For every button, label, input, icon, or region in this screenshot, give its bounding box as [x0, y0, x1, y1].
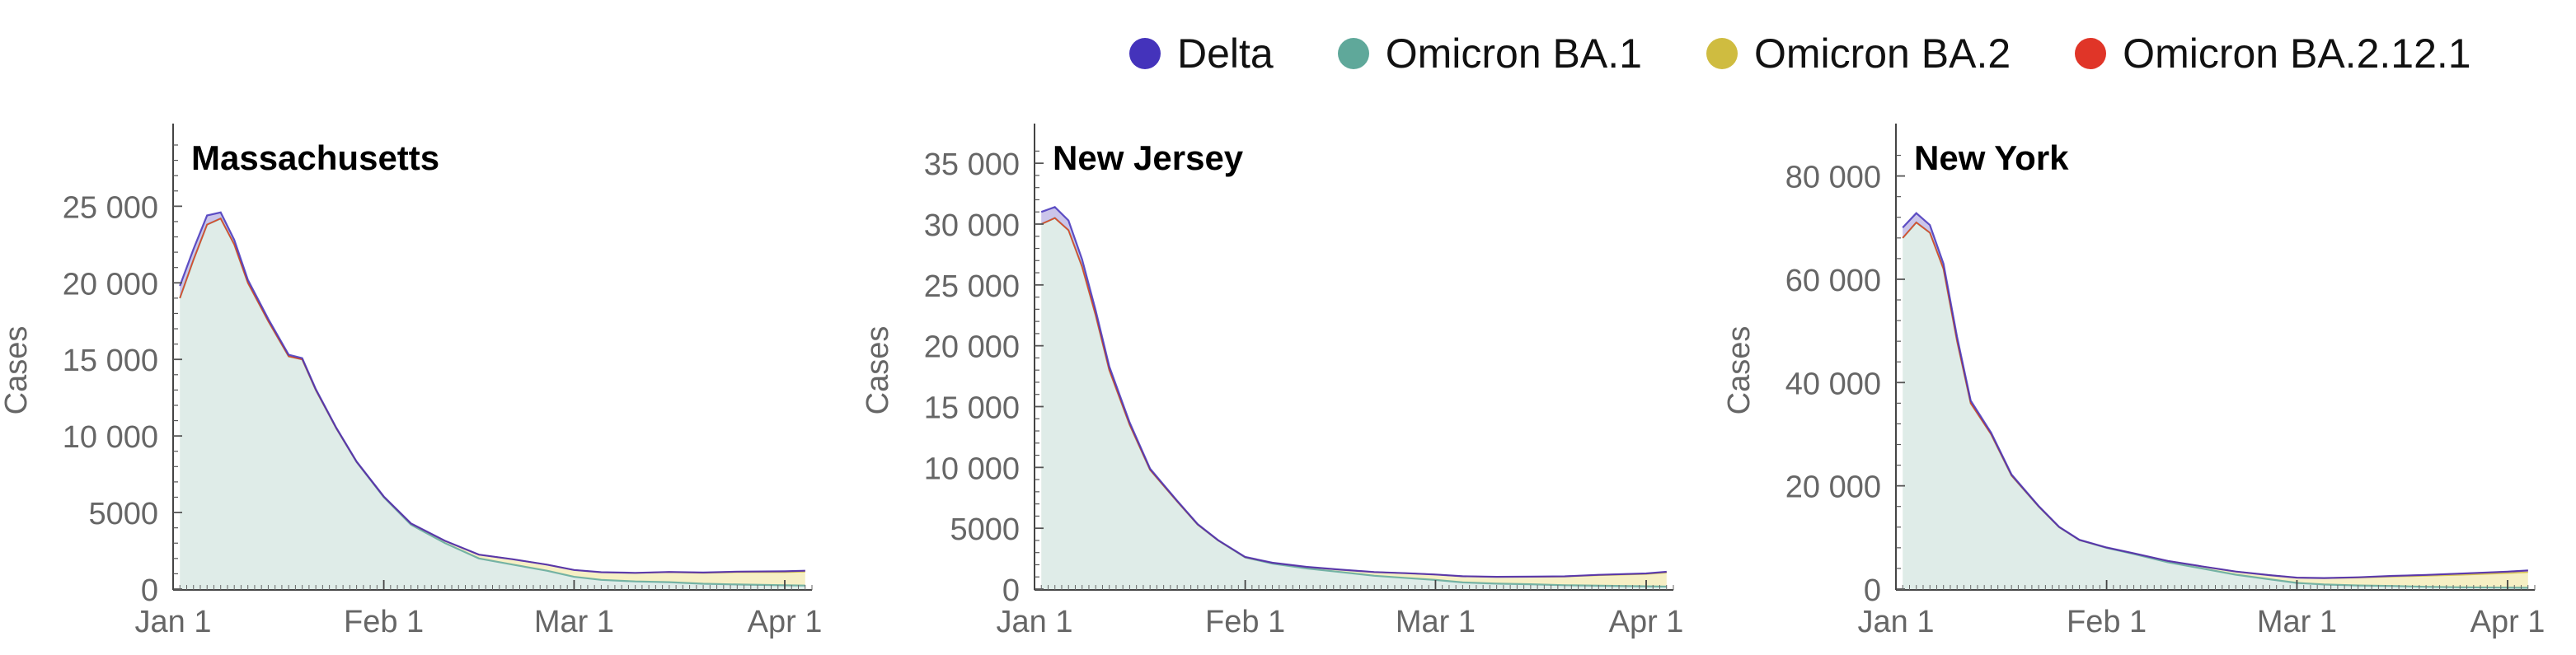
x-tick-label: Mar 1: [534, 605, 614, 639]
panel-title: New York: [1914, 138, 2069, 177]
y-tick-label: 0: [1864, 573, 1881, 608]
y-tick-label: 25 000: [924, 269, 1020, 304]
y-tick-label: 60 000: [1785, 264, 1881, 298]
legend-item-omicron-ba2121: Omicron BA.2.12.1: [2075, 30, 2471, 77]
legend-label-delta: Delta: [1177, 30, 1274, 77]
panel-title: Massachusetts: [191, 138, 439, 177]
y-tick-label: 40 000: [1785, 367, 1881, 401]
y-tick-label: 0: [141, 573, 158, 608]
y-tick-label: 0: [1002, 573, 1020, 608]
line-delta: [179, 211, 805, 574]
x-tick-label: Apr 1: [2470, 605, 2546, 639]
area-omicron-ba-1: [1903, 222, 2528, 589]
y-tick-label: 5000: [950, 512, 1020, 547]
y-tick-label: 15 000: [924, 391, 1020, 425]
legend-swatch-omicron-ba2: [1706, 38, 1738, 69]
legend-label-omicron-ba1: Omicron BA.1: [1385, 30, 1642, 77]
x-tick-label: Feb 1: [344, 605, 424, 639]
x-tick-label: Feb 1: [1205, 605, 1285, 639]
legend-swatch-omicron-ba2121: [2075, 38, 2107, 69]
line-delta: [1902, 212, 2528, 579]
chart-panel-new-jersey: 0 5000 10 000 15 000 20 000 25 000 30 000 35 00…: [861, 124, 1719, 651]
y-axis-label: Cases: [1723, 326, 1757, 415]
y-tick-label: 80 000: [1785, 161, 1881, 195]
y-axis-label: Cases: [0, 326, 34, 415]
x-tick-label: Jan 1: [997, 605, 1073, 639]
chart-panel-massachusetts: 0 5000 10 000 15 000 20 000 25 000 Jan 1 Feb 1 M…: [0, 124, 857, 651]
y-tick-label: 5000: [88, 497, 158, 531]
area-omicron-ba-1: [180, 218, 805, 589]
area-layers: [1902, 212, 2528, 589]
legend-label-omicron-ba2121: Omicron BA.2.12.1: [2123, 30, 2471, 77]
y-tick-label: 10 000: [924, 451, 1020, 486]
line-delta: [1040, 206, 1667, 578]
y-tick-label: 35 000: [924, 147, 1020, 182]
area-layers: [1040, 206, 1667, 589]
y-tick-label: 20 000: [924, 330, 1020, 365]
chart-legend: Delta Omicron BA.1 Omicron BA.2 Omicron …: [1129, 25, 2471, 82]
x-tick-label: Apr 1: [1609, 605, 1684, 639]
legend-swatch-omicron-ba1: [1337, 38, 1369, 69]
y-axis-label: Cases: [861, 326, 895, 415]
legend-item-delta: Delta: [1129, 30, 1274, 77]
x-tick-label: Mar 1: [2257, 605, 2337, 639]
legend-item-omicron-ba1: Omicron BA.1: [1337, 30, 1642, 77]
y-tick-label: 10 000: [63, 420, 158, 455]
y-tick-label: 25 000: [63, 190, 158, 225]
y-tick-label: 20 000: [63, 267, 158, 302]
chart-panel-new-york: 0 20 000 40 000 60 000 80 000 Jan 1 Feb 1 Mar 1…: [1722, 124, 2576, 651]
area-layers: [179, 211, 805, 589]
legend-label-omicron-ba2: Omicron BA.2: [1753, 30, 2011, 77]
x-tick-label: Apr 1: [748, 605, 823, 639]
x-tick-label: Mar 1: [1396, 605, 1476, 639]
chart-svg-massachusetts: 0 5000 10 000 15 000 20 000 25 000 Jan 1 Feb 1 M…: [0, 124, 823, 639]
area-omicron-ba-1: [1041, 218, 1667, 589]
y-tick-label: 30 000: [924, 208, 1020, 243]
chart-svg-new-jersey: 0 5000 10 000 15 000 20 000 25 000 30 000 35 00…: [861, 124, 1684, 639]
legend-item-omicron-ba2: Omicron BA.2: [1706, 30, 2011, 77]
x-tick-label: Feb 1: [2067, 605, 2147, 639]
panel-title: New Jersey: [1053, 138, 1244, 177]
legend-swatch-delta: [1129, 38, 1161, 69]
y-tick-label: 20 000: [1785, 470, 1881, 505]
x-tick-label: Jan 1: [1858, 605, 1935, 639]
x-tick-label: Jan 1: [135, 605, 212, 639]
y-tick-label: 15 000: [63, 344, 158, 378]
chart-svg-new-york: 0 20 000 40 000 60 000 80 000 Jan 1 Feb 1 Mar 1…: [1722, 124, 2546, 639]
